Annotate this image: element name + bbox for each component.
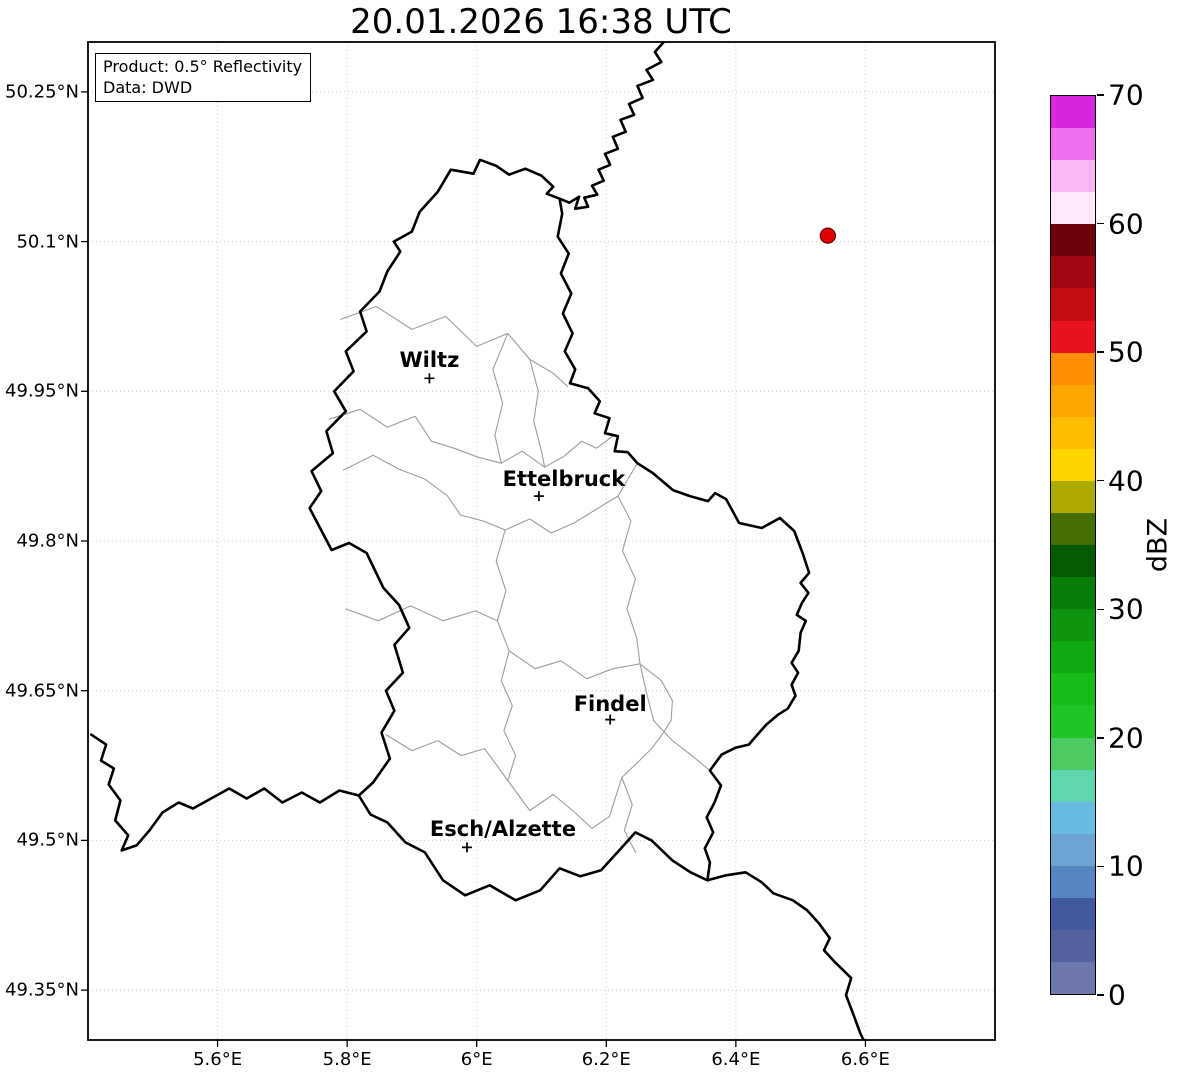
y-tick-label: 50.1°N: [16, 231, 79, 253]
canton-border-path: [492, 332, 509, 464]
external-border-path: [558, 42, 666, 210]
colorbar-segment: [1051, 577, 1095, 610]
colorbar-segment: [1051, 513, 1095, 546]
x-tick-label: 5.8°E: [322, 1049, 372, 1070]
radar-dot: [819, 227, 837, 244]
x-tick-label: 6.2°E: [581, 1049, 631, 1070]
canton-border-path: [345, 605, 498, 622]
x-tick-label: 6.4°E: [711, 1049, 761, 1070]
canton-border-path: [495, 529, 517, 782]
y-tick-label: 50.25°N: [5, 81, 79, 103]
colorbar-tick-mark: [1097, 994, 1104, 996]
colorbar-segment: [1051, 641, 1095, 674]
y-tick-label: 49.95°N: [5, 380, 79, 402]
colorbar-segment: [1051, 256, 1095, 289]
colorbar-segment: [1051, 545, 1095, 578]
axis-ticks: [81, 91, 867, 1047]
colorbar: [1050, 95, 1096, 995]
colorbar-segment: [1051, 930, 1095, 963]
y-tick-label: 49.8°N: [16, 530, 79, 552]
external-border-path: [89, 733, 361, 852]
city-marker: [424, 373, 435, 384]
y-tick-label: 49.65°N: [5, 680, 79, 702]
colorbar-segment: [1051, 352, 1095, 385]
colorbar-segment: [1051, 192, 1095, 225]
colorbar-tick-mark: [1097, 351, 1104, 353]
canton-border-path: [340, 305, 568, 387]
colorbar-tick-label: 70: [1108, 78, 1144, 112]
map-borders: [89, 42, 865, 1040]
canton-border-path: [508, 650, 641, 680]
product-info-line2: Data: DWD: [103, 78, 193, 98]
colorbar-segment: [1051, 865, 1095, 898]
country-border-path: [308, 158, 811, 902]
colorbar-tick-label: 40: [1108, 464, 1144, 498]
canton-border-path: [342, 454, 506, 531]
colorbar-segment: [1051, 96, 1095, 129]
colorbar-segment: [1051, 288, 1095, 321]
x-tick-label: 6°E: [460, 1049, 493, 1070]
colorbar-segment: [1051, 416, 1095, 449]
external-border-path: [706, 871, 865, 1040]
colorbar-tick-label: 30: [1108, 592, 1144, 626]
city-label: Wiltz: [399, 348, 460, 373]
colorbar-segment: [1051, 448, 1095, 481]
city-marker: [605, 714, 616, 725]
x-tick-label: 6.6°E: [840, 1049, 890, 1070]
colorbar-tick-label: 20: [1108, 721, 1144, 755]
canton-border-path: [617, 495, 711, 772]
y-tick-label: 49.5°N: [16, 829, 79, 851]
product-info-line1: Product: 0.5° Reflectivity: [103, 57, 303, 76]
colorbar-tick-mark: [1097, 737, 1104, 739]
colorbar-segment: [1051, 833, 1095, 866]
figure-title: 20.01.2026 16:38 UTC: [350, 2, 732, 42]
colorbar-segment: [1051, 320, 1095, 353]
colorbar-tick-label: 60: [1108, 207, 1144, 241]
city-label: Esch/Alzette: [429, 817, 577, 842]
colorbar-segment: [1051, 737, 1095, 770]
city-label: Findel: [573, 691, 647, 716]
colorbar-segment: [1051, 384, 1095, 417]
colorbar-segment: [1051, 769, 1095, 802]
x-tick-label: 5.6°E: [193, 1049, 243, 1070]
canton-border-path: [385, 734, 509, 782]
colorbar-segment: [1051, 705, 1095, 738]
colorbar-segment: [1051, 480, 1095, 514]
colorbar-segment: [1051, 609, 1095, 642]
canton-border-path: [621, 776, 636, 853]
city-markers: [424, 373, 616, 853]
colorbar-segment: [1051, 128, 1095, 161]
city-marker: [533, 491, 544, 502]
colorbar-segment: [1051, 897, 1095, 931]
canton-border-path: [507, 776, 623, 829]
city-marker: [461, 842, 472, 853]
colorbar-segment: [1051, 673, 1095, 706]
product-info-box: Product: 0.5° Reflectivity Data: DWD: [95, 53, 312, 103]
colorbar-tick-mark: [1097, 865, 1104, 868]
colorbar-tick-mark: [1097, 480, 1104, 482]
colorbar-segment: [1051, 224, 1095, 257]
colorbar-tick-mark: [1097, 222, 1104, 225]
colorbar-axis-label: dBZ: [1142, 517, 1174, 573]
colorbar-segment: [1051, 801, 1095, 834]
canton-border-path: [529, 358, 546, 468]
y-tick-label: 49.35°N: [5, 979, 79, 1001]
canton-border-path: [328, 408, 502, 464]
colorbar-tick-label: 0: [1108, 978, 1126, 1012]
colorbar-tick-label: 50: [1108, 335, 1144, 369]
canton-border-path: [621, 663, 673, 779]
colorbar-segment: [1051, 962, 1095, 995]
canton-border-path: [500, 435, 614, 468]
colorbar-tick-mark: [1097, 608, 1104, 610]
colorbar-tick-mark: [1097, 94, 1104, 96]
colorbar-segment: [1051, 160, 1095, 193]
colorbar-tick-label: 10: [1108, 849, 1144, 883]
city-label: Ettelbruck: [502, 467, 626, 492]
